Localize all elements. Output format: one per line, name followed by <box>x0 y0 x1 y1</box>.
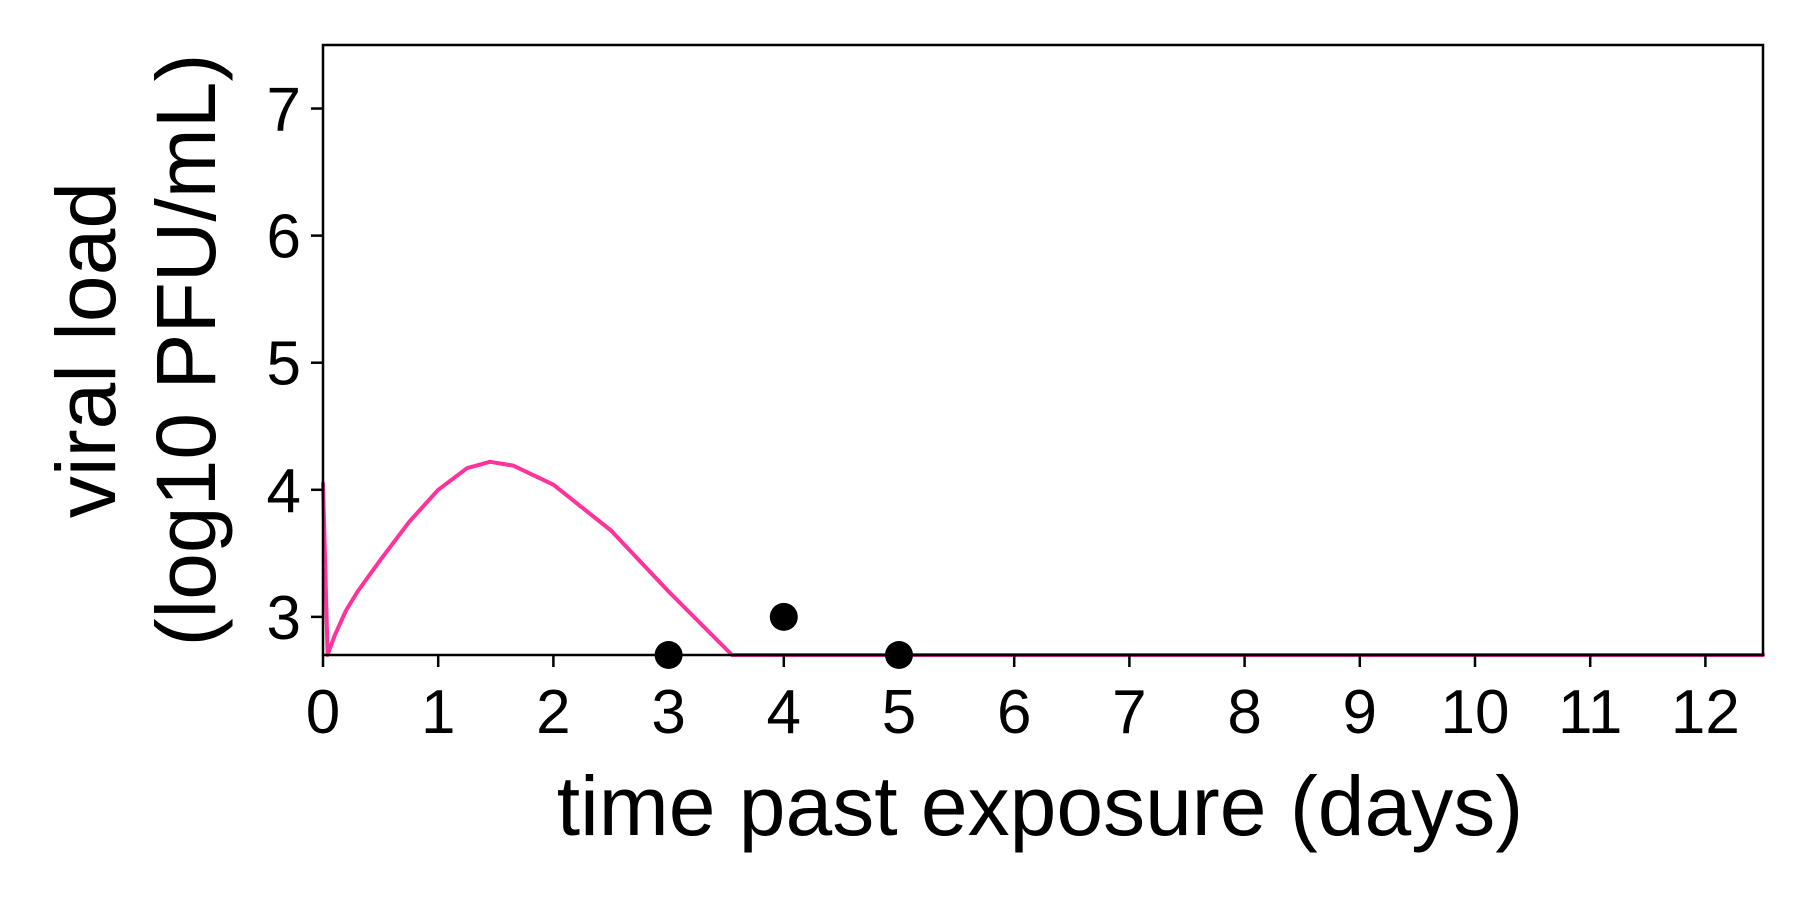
x-tick-label: 5 <box>882 678 916 747</box>
data-point-2 <box>769 602 798 631</box>
plot-frame <box>321 43 1765 657</box>
x-tick-label: 8 <box>1227 678 1261 747</box>
x-tick-label: 10 <box>1441 678 1510 747</box>
plot-marks <box>321 459 1765 669</box>
x-tick-label: 0 <box>306 678 340 747</box>
x-tick-label: 11 <box>1558 678 1622 747</box>
y-tick-label: 3 <box>267 584 301 653</box>
y-tick-label: 7 <box>267 76 301 145</box>
x-tick-label: 9 <box>1343 678 1377 747</box>
x-axis-title: time past exposure (days) <box>557 759 1523 853</box>
x-tick-label: 2 <box>536 678 570 747</box>
x-tick-label: 7 <box>1112 678 1146 747</box>
x-tick-label: 4 <box>767 678 801 747</box>
y-tick-label: 5 <box>267 330 301 399</box>
y-axis-title-line2: (log10 PFU/mL) <box>139 54 233 647</box>
x-tick-label: 1 <box>421 678 455 747</box>
y-axis-title-line1: viral load <box>39 182 133 518</box>
y-tick-label: 6 <box>267 203 301 272</box>
x-tick-label: 6 <box>997 678 1031 747</box>
x-tick-label: 12 <box>1671 678 1740 747</box>
y-tick-label: 4 <box>267 457 301 526</box>
x-tick-label: 3 <box>651 678 685 747</box>
series-line-0 <box>321 459 1765 657</box>
